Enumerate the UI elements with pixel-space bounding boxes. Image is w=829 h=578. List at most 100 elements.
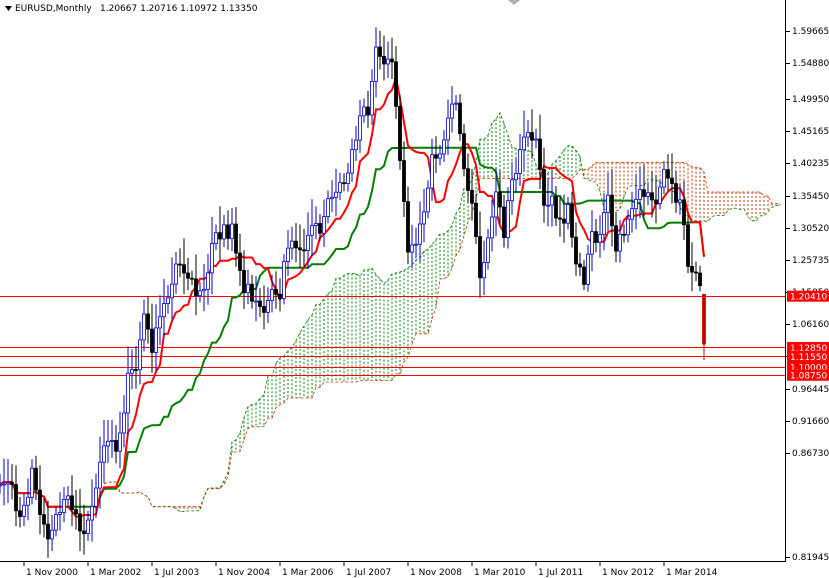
candle-body [0, 484, 2, 487]
price-level-label: 1.11550 [790, 353, 827, 363]
drag-handle-icon[interactable] [508, 0, 520, 5]
candle-body [622, 233, 626, 236]
candle-body [66, 495, 70, 500]
price-level-badge [787, 369, 829, 381]
candle-body [398, 105, 402, 161]
candle-body [494, 191, 498, 218]
candle-body [114, 440, 118, 452]
candle-body [242, 270, 246, 294]
time-tick-label: 1 Nov 2012 [602, 568, 654, 578]
candle-body [450, 103, 454, 119]
menu-triangle-icon[interactable] [5, 6, 12, 11]
candle-body [698, 272, 702, 287]
candle-body [382, 56, 386, 65]
candle-body [678, 199, 682, 203]
candle-body [150, 328, 154, 353]
price-tick-label: 1.59665 [792, 27, 829, 37]
candle-body [610, 194, 614, 227]
price-levels [0, 296, 785, 376]
candle-body [198, 290, 202, 297]
candle-body [590, 231, 594, 255]
candle-body [578, 263, 582, 268]
candle-body [514, 173, 518, 181]
candles [0, 27, 706, 558]
candle-body [574, 236, 578, 265]
candle-body [642, 189, 646, 197]
candle-body [134, 369, 138, 371]
candle-body [394, 61, 398, 107]
indicator-lines [0, 77, 705, 518]
candle-body [234, 223, 238, 254]
candle-body [418, 223, 422, 245]
candle-body [390, 58, 394, 63]
candle-body [210, 243, 214, 274]
candle-body [250, 283, 254, 302]
chart-header: EURUSD,Monthly 1.20667 1.20716 1.10972 1… [5, 0, 520, 14]
candle-body [386, 58, 390, 65]
candle-body [206, 272, 210, 290]
candle-body [102, 445, 106, 463]
candle-body [682, 199, 686, 226]
candle-body [70, 495, 74, 511]
candle-body [670, 177, 674, 185]
candle-body [322, 216, 326, 234]
candle-body [330, 196, 334, 200]
candle-body [414, 243, 418, 246]
time-tick-label: 1 Mar 2010 [474, 568, 526, 578]
candle-body [434, 154, 438, 159]
candle-body [230, 223, 234, 239]
candle-body [158, 316, 162, 329]
candle-body [278, 293, 282, 299]
candle-body [486, 237, 490, 263]
candle-body [294, 240, 298, 249]
candle-body [22, 504, 26, 517]
candle-body [186, 272, 190, 279]
candle-body [142, 313, 146, 341]
candle-body [338, 182, 342, 193]
candle-body [222, 224, 226, 240]
candle-body [78, 513, 82, 532]
time-tick-label: 1 Nov 2000 [26, 568, 78, 578]
candle-body [166, 297, 170, 304]
candle-body [374, 46, 378, 82]
candle-body [118, 432, 122, 452]
price-tick-label: 0.96445 [792, 385, 829, 395]
candle-body [274, 289, 278, 295]
candle-body [54, 514, 58, 531]
candle-body [546, 204, 550, 207]
candle-body [594, 231, 598, 243]
candle-body [466, 168, 470, 191]
candle-body [586, 253, 590, 285]
candle-body [314, 223, 318, 226]
candle-body [122, 412, 126, 434]
candle-body [94, 487, 98, 507]
candle-body [454, 102, 458, 105]
candle-body [510, 179, 514, 202]
candle-body [362, 106, 366, 117]
candle-body [62, 498, 66, 513]
price-tick-label: 1.45165 [792, 127, 829, 137]
candle-body [430, 154, 434, 189]
senkou-span-a-line [103, 111, 780, 513]
price-level-label: 1.10000 [790, 363, 827, 373]
candle-body [162, 303, 166, 318]
price-tick-label: 1.49950 [792, 95, 829, 105]
candle-body [306, 234, 310, 251]
candle-body [478, 236, 482, 279]
candle-body [654, 199, 658, 205]
candle-body [154, 327, 158, 353]
candle-body [98, 461, 102, 489]
time-tick-label: 1 Mar 2014 [666, 568, 718, 578]
price-tick-label: 1.25735 [792, 256, 829, 266]
candle-body [358, 115, 362, 141]
candle-body [226, 224, 230, 239]
candle-body [562, 218, 566, 224]
candle-body [662, 169, 666, 188]
candle-body [402, 160, 406, 203]
candle-body [30, 467, 34, 498]
candle-body [318, 223, 322, 234]
candle-body [542, 169, 546, 206]
candle-body [550, 195, 554, 206]
